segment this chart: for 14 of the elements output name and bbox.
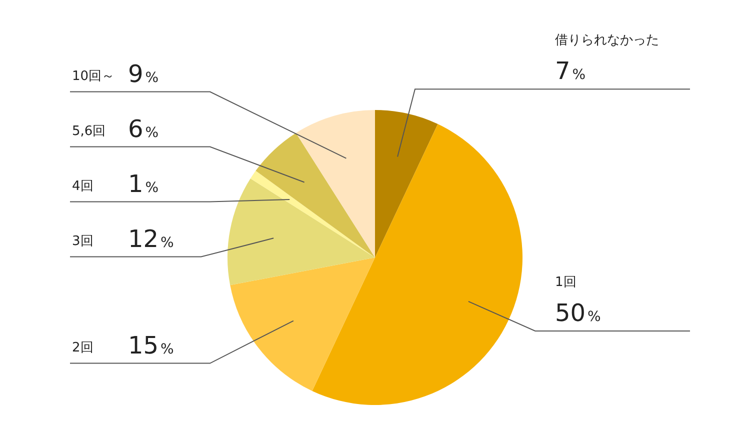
data-label: 50%: [555, 298, 601, 327]
slice-label: 2回: [72, 340, 94, 356]
data-label: 7%: [555, 57, 586, 86]
slice-label: 3回: [72, 234, 94, 249]
data-label: 1%: [128, 170, 159, 198]
data-label: 6%: [128, 114, 159, 143]
data-label: 15%: [128, 331, 174, 360]
data-label: 12%: [128, 224, 174, 253]
slice-label: 5,6回: [72, 124, 106, 139]
slice-label: 1回: [555, 274, 576, 290]
slice-label: 10回～: [72, 68, 115, 84]
slice-label: 4回: [72, 178, 94, 194]
slice-label: 借りられなかった: [555, 33, 659, 48]
data-label: 9%: [128, 60, 159, 88]
